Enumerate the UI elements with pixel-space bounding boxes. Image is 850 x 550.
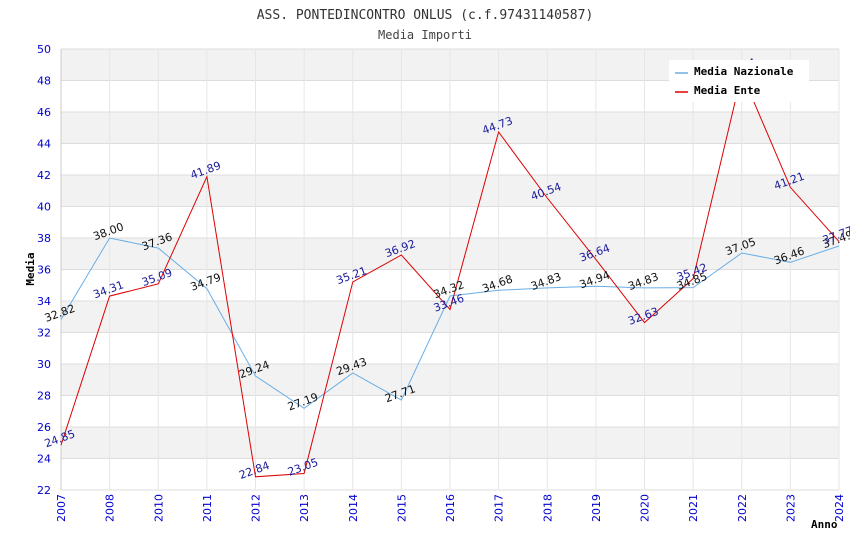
legend-label-media-ente: Media Ente bbox=[694, 84, 761, 97]
x-tick-label: 2013 bbox=[298, 494, 311, 522]
y-axis-ticks: 22 24 26 28 30 32 34 36 38 40 42 44 46 48 50 bbox=[37, 43, 51, 497]
legend-label-media-nazionale: Media Nazionale bbox=[694, 65, 794, 78]
x-axis-label: Anno bbox=[811, 518, 838, 531]
x-tick-label: 2022 bbox=[736, 494, 749, 522]
y-tick-label: 26 bbox=[37, 421, 51, 434]
x-tick-label: 2008 bbox=[104, 494, 117, 522]
series-line-media-ente bbox=[60, 72, 840, 478]
x-tick-label: 2021 bbox=[687, 494, 700, 522]
y-tick-label: 44 bbox=[37, 138, 51, 151]
legend-box bbox=[669, 60, 809, 102]
x-tick-label: 2017 bbox=[493, 494, 506, 522]
y-tick-label: 50 bbox=[37, 43, 51, 56]
x-tick-label: 2019 bbox=[590, 494, 603, 522]
x-tick-label: 2020 bbox=[639, 494, 652, 522]
grid-bands bbox=[60, 48, 840, 491]
chart-subtitle: Media Importi bbox=[378, 28, 472, 42]
chart-title: ASS. PONTEDINCONTRO ONLUS (c.f.974311405… bbox=[257, 8, 594, 23]
x-tick-label: 2024 bbox=[833, 494, 846, 522]
y-tick-label: 24 bbox=[37, 453, 51, 466]
y-tick-label: 40 bbox=[37, 201, 51, 214]
series-lines bbox=[60, 72, 840, 478]
x-tick-label: 2023 bbox=[784, 494, 797, 522]
y-tick-label: 38 bbox=[37, 232, 51, 245]
x-tick-label: 2010 bbox=[152, 494, 165, 522]
x-tick-label: 2012 bbox=[250, 494, 263, 522]
y-tick-label: 30 bbox=[37, 358, 51, 371]
y-tick-label: 46 bbox=[37, 106, 51, 119]
y-axis-label: Media bbox=[24, 252, 37, 285]
x-tick-label: 2011 bbox=[201, 494, 214, 522]
x-axis-ticks: 2007 2008 2010 2011 2012 2013 2014 2015 2016 2017… bbox=[55, 494, 846, 522]
y-tick-label: 28 bbox=[37, 390, 51, 403]
legend: Media Nazionale Media Ente bbox=[669, 60, 809, 102]
y-tick-label: 32 bbox=[37, 327, 51, 340]
x-tick-label: 2016 bbox=[444, 494, 457, 522]
x-tick-label: 2007 bbox=[55, 494, 68, 522]
x-tick-label: 2018 bbox=[541, 494, 554, 522]
y-tick-label: 36 bbox=[37, 264, 51, 277]
y-tick-label: 34 bbox=[37, 295, 51, 308]
series-line-media-nazionale bbox=[60, 237, 840, 409]
y-tick-label: 48 bbox=[37, 75, 51, 88]
x-tick-label: 2015 bbox=[395, 494, 408, 522]
y-tick-label: 42 bbox=[37, 169, 51, 182]
y-tick-label: 22 bbox=[37, 484, 51, 497]
x-tick-label: 2014 bbox=[347, 494, 360, 522]
